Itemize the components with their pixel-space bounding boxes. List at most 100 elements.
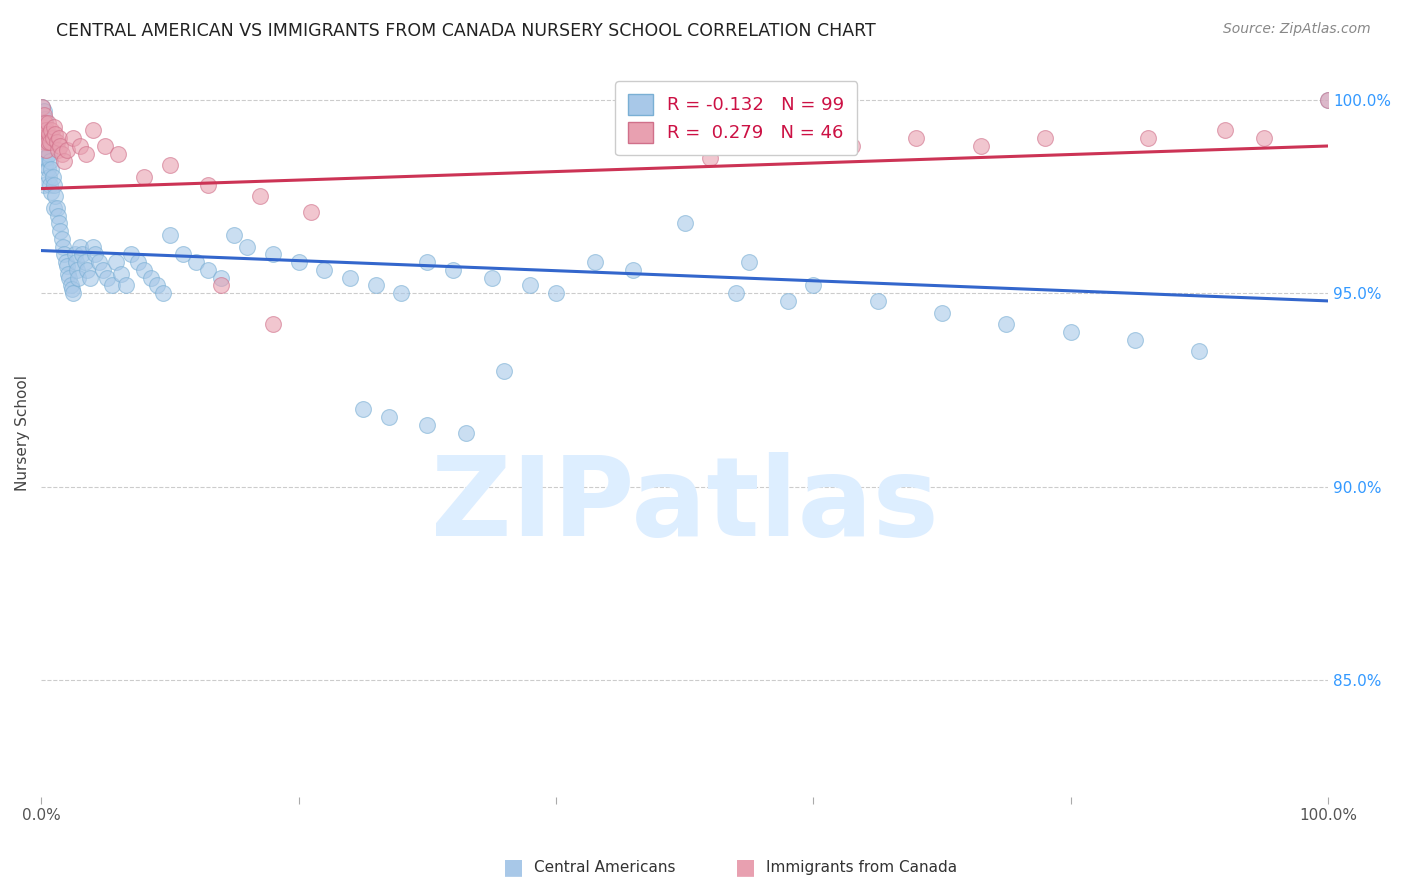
Point xyxy=(738,255,761,269)
Point xyxy=(41,186,63,200)
Point xyxy=(53,247,76,261)
Point xyxy=(63,247,86,261)
Point xyxy=(31,139,53,153)
Point xyxy=(1317,93,1340,107)
Point xyxy=(34,116,56,130)
Point xyxy=(314,263,336,277)
Point xyxy=(197,263,219,277)
Point xyxy=(519,278,541,293)
Point xyxy=(209,270,232,285)
Point xyxy=(132,169,155,184)
Point xyxy=(32,108,55,122)
Point xyxy=(82,240,104,254)
Point xyxy=(72,247,94,261)
Point xyxy=(995,317,1018,331)
Point xyxy=(79,270,101,285)
Point xyxy=(1123,333,1146,347)
Point xyxy=(45,135,67,149)
Point xyxy=(41,123,63,137)
Point xyxy=(56,259,79,273)
Point xyxy=(31,120,53,134)
Point xyxy=(32,104,55,119)
Point xyxy=(37,162,59,177)
Point xyxy=(31,100,53,114)
Point xyxy=(1033,131,1056,145)
Point xyxy=(37,135,59,149)
Point xyxy=(621,263,644,277)
Point xyxy=(49,224,72,238)
Point xyxy=(76,263,98,277)
Point xyxy=(67,270,90,285)
Point xyxy=(31,100,53,114)
Point xyxy=(127,255,149,269)
Point xyxy=(776,293,799,308)
Point xyxy=(184,255,207,269)
Point xyxy=(60,282,83,296)
Point xyxy=(56,143,79,157)
Point xyxy=(725,286,748,301)
Point xyxy=(224,228,246,243)
Point xyxy=(59,278,82,293)
Point xyxy=(159,228,181,243)
Point xyxy=(152,286,174,301)
Point xyxy=(209,278,232,293)
Point xyxy=(44,189,66,203)
Point xyxy=(42,120,65,134)
Point xyxy=(69,139,91,153)
Legend: R = -0.132   N = 99, R =  0.279   N = 46: R = -0.132 N = 99, R = 0.279 N = 46 xyxy=(614,81,858,155)
Point xyxy=(110,267,132,281)
Point xyxy=(73,255,96,269)
Text: CENTRAL AMERICAN VS IMMIGRANTS FROM CANADA NURSERY SCHOOL CORRELATION CHART: CENTRAL AMERICAN VS IMMIGRANTS FROM CANA… xyxy=(56,22,876,40)
Point xyxy=(52,240,75,254)
Point xyxy=(45,201,67,215)
Point xyxy=(172,247,194,261)
Point xyxy=(37,135,59,149)
Point xyxy=(299,204,322,219)
Text: ZIPatlas: ZIPatlas xyxy=(430,452,938,559)
Point xyxy=(35,123,58,137)
Point xyxy=(66,263,89,277)
Point xyxy=(159,158,181,172)
Point xyxy=(339,270,361,285)
Point xyxy=(416,255,439,269)
Point xyxy=(91,263,114,277)
Point xyxy=(82,123,104,137)
Point xyxy=(55,255,77,269)
Point xyxy=(56,267,79,281)
Point xyxy=(364,278,387,293)
Point xyxy=(1188,344,1211,359)
Point xyxy=(262,247,284,261)
Point xyxy=(1060,325,1083,339)
Point xyxy=(49,139,72,153)
Point xyxy=(481,270,503,285)
Point xyxy=(132,263,155,277)
Point xyxy=(75,146,97,161)
Point xyxy=(801,278,824,293)
Point xyxy=(87,255,110,269)
Point xyxy=(197,178,219,192)
Point xyxy=(34,158,56,172)
Point xyxy=(42,178,65,192)
Point xyxy=(34,131,56,145)
Point xyxy=(699,151,721,165)
Point xyxy=(94,139,117,153)
Point xyxy=(37,116,59,130)
Point xyxy=(101,278,124,293)
Text: Source: ZipAtlas.com: Source: ZipAtlas.com xyxy=(1223,22,1371,37)
Point xyxy=(146,278,169,293)
Point xyxy=(48,217,70,231)
Point xyxy=(544,286,567,301)
Point xyxy=(583,255,606,269)
Point xyxy=(46,143,69,157)
Point xyxy=(39,135,62,149)
Point xyxy=(673,217,696,231)
Point xyxy=(494,364,516,378)
Point xyxy=(249,189,271,203)
Point xyxy=(1213,123,1236,137)
Point xyxy=(96,270,118,285)
Point xyxy=(377,410,399,425)
Point xyxy=(44,128,66,142)
Point xyxy=(352,402,374,417)
Point xyxy=(391,286,413,301)
Point xyxy=(34,112,56,126)
